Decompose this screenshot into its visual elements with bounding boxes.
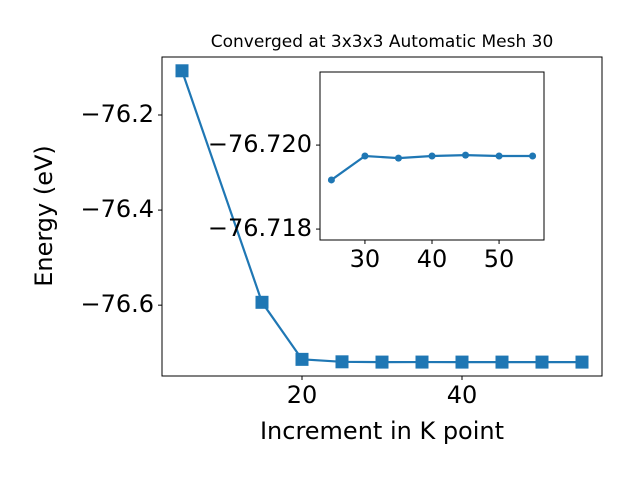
- y-tick-label: −76.720: [208, 130, 312, 158]
- marker: [295, 352, 309, 366]
- marker: [575, 355, 589, 369]
- x-tick-label: 30: [350, 245, 381, 273]
- y-tick-label: −76.2: [80, 100, 154, 128]
- chart-title: Converged at 3x3x3 Automatic Mesh 30: [211, 32, 554, 52]
- marker: [394, 154, 402, 162]
- marker: [428, 152, 436, 160]
- x-tick-label: 50: [484, 245, 515, 273]
- marker: [535, 355, 549, 369]
- marker: [462, 151, 470, 159]
- marker: [495, 152, 503, 160]
- marker: [361, 152, 369, 160]
- marker: [335, 355, 349, 369]
- marker: [175, 64, 189, 78]
- y-axis-label: Energy (eV): [30, 145, 58, 287]
- x-tick-label: 20: [287, 381, 318, 409]
- x-tick-label: 40: [447, 381, 478, 409]
- y-tick-label: −76.6: [80, 290, 154, 318]
- x-tick-label: 40: [417, 245, 448, 273]
- marker: [255, 295, 269, 309]
- y-tick-label: −76.718: [208, 214, 312, 242]
- marker: [327, 176, 335, 184]
- marker: [495, 355, 509, 369]
- y-tick-label: −76.4: [80, 195, 154, 223]
- marker: [375, 355, 389, 369]
- series-line: [180, 70, 582, 364]
- x-axis-label: Increment in K point: [260, 417, 504, 445]
- marker: [529, 152, 537, 160]
- plot-frame: [161, 56, 603, 377]
- marker: [455, 355, 469, 369]
- marker: [415, 355, 429, 369]
